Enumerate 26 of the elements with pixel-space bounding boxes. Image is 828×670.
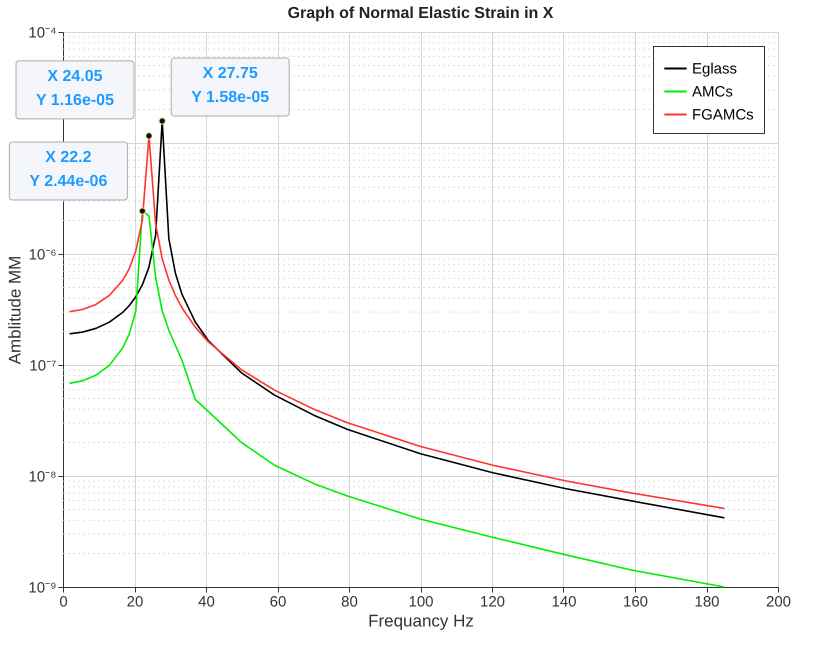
legend-label: Eglass [692,60,738,78]
x-axis-title: Frequancy Hz [368,612,474,630]
x-tick-label: 100 [408,594,434,610]
legend-label: AMCs [692,84,733,100]
y-axis-title: Amblitude MM [5,256,24,364]
x-tick-label: 140 [551,594,577,610]
x-tick-label: 200 [766,594,792,610]
x-tick-label: 120 [480,594,506,610]
x-tick-label: 160 [622,594,648,610]
point [158,117,166,125]
y-tick-label: 10⁻⁸ [28,468,56,486]
y-tick-label: 10⁻⁹ [28,580,56,596]
x-tick-label: 20 [126,594,144,610]
y-tick-label: 10⁻⁷ [29,358,56,374]
x-tick-label: 40 [198,594,215,610]
x-tick-label: 60 [270,594,286,610]
y-tick-label: 10⁻⁴ [28,24,56,42]
legend-label: FGAMCs [692,106,754,124]
chart-title: Graph of Normal Elastic Strain in X [288,5,554,22]
annotation: X 22.2 Y 2.44e-06 [29,149,108,190]
x-tick-label: 0 [59,594,68,610]
x-tick-label: 80 [341,594,358,610]
annotation: X 24.05 Y 1.16e-05 [36,68,114,109]
annotation: X 27.75 Y 1.58e-05 [191,64,270,106]
x-tick-label: 180 [694,594,720,610]
y-tick-label: 10⁻⁶ [28,246,56,264]
